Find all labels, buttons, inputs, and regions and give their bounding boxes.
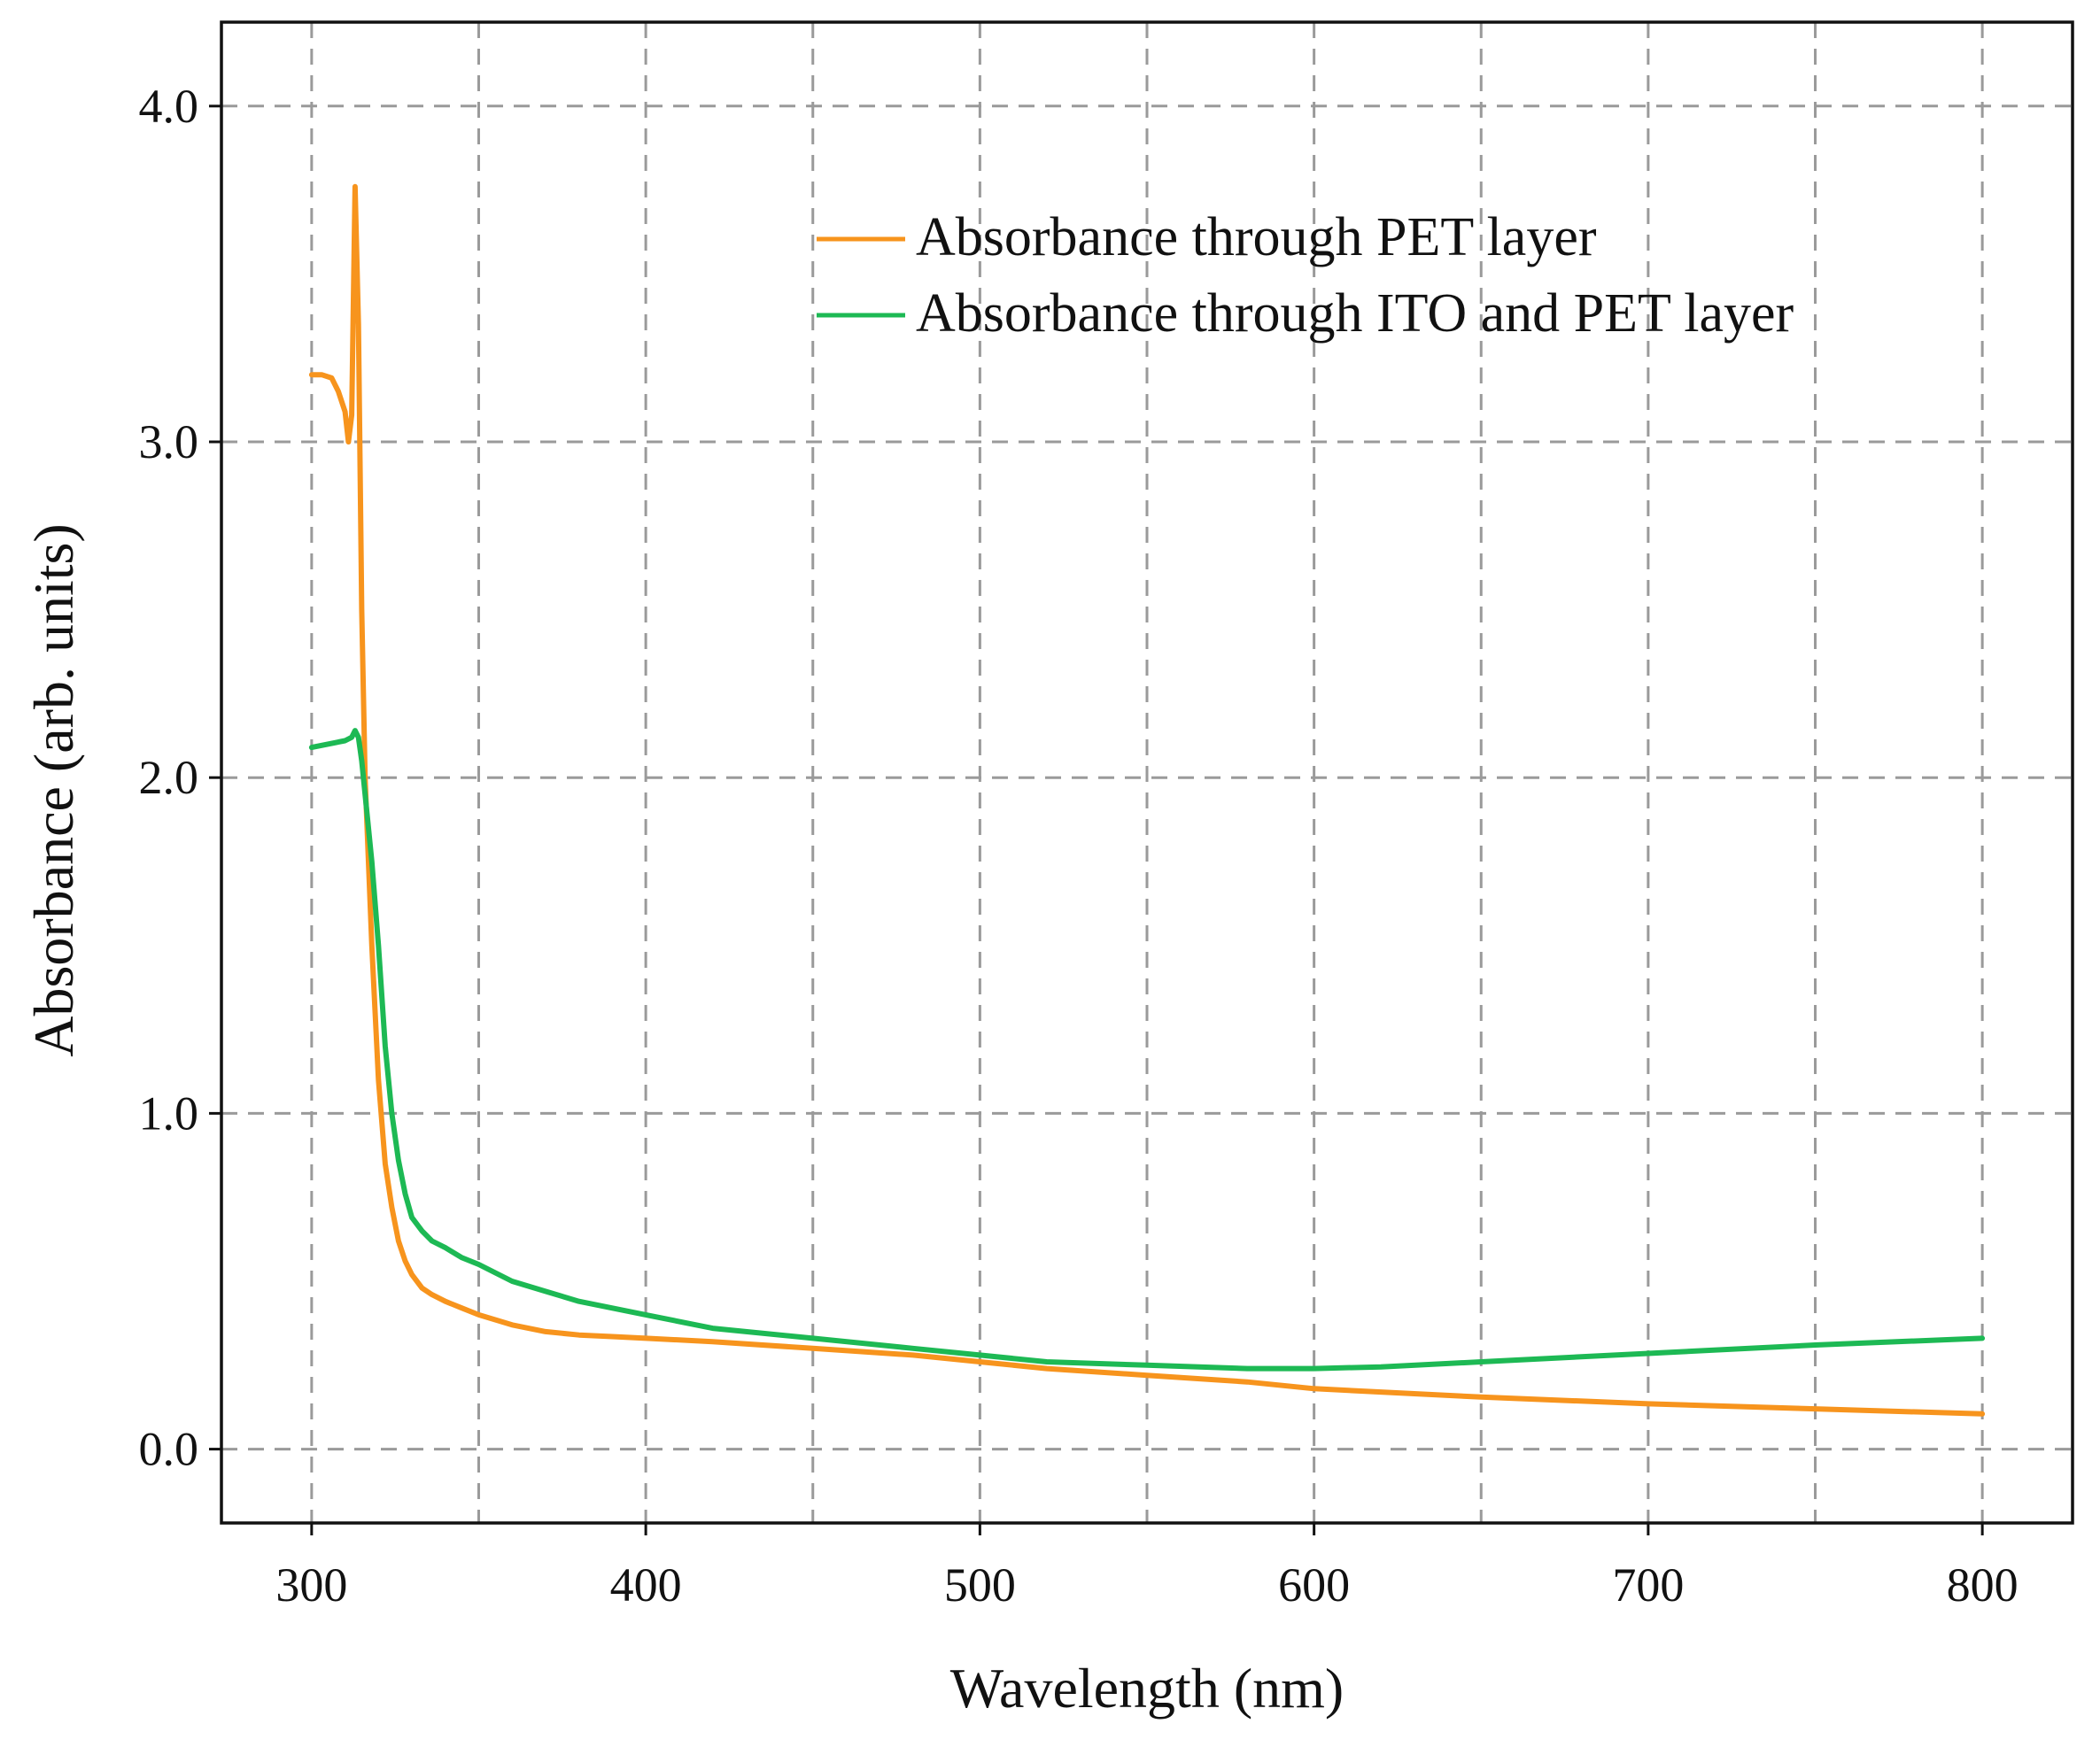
series-line-pet bbox=[308, 183, 1986, 1417]
x-tick-labels: 300 400 500 600 700 800 bbox=[275, 1558, 2018, 1612]
y-tick-labels: 0.0 1.0 2.0 3.0 4.0 bbox=[139, 80, 199, 1476]
y-tick-label-4: 4.0 bbox=[139, 80, 199, 133]
x-tick-label-400: 400 bbox=[610, 1558, 682, 1612]
x-tick-label-300: 300 bbox=[275, 1558, 347, 1612]
x-axis-title: Wavelength (nm) bbox=[950, 1657, 1344, 1720]
x-tick-label-700: 700 bbox=[1612, 1558, 1684, 1612]
plot-frame bbox=[220, 20, 2074, 1525]
legend: Absorbance through PET layer Absorbance … bbox=[817, 207, 1794, 344]
y-tick-label-0: 0.0 bbox=[139, 1423, 199, 1476]
series-line-ito-pet bbox=[308, 728, 1986, 1372]
y-tick-label-3: 3.0 bbox=[139, 415, 199, 468]
y-tick-label-1: 1.0 bbox=[139, 1086, 199, 1140]
x-tick-label-500: 500 bbox=[944, 1558, 1016, 1612]
series-layer bbox=[308, 183, 1986, 1417]
y-tick-label-2: 2.0 bbox=[139, 751, 199, 804]
tick-layer bbox=[209, 104, 1984, 1535]
legend-label-ito-pet: Absorbance through ITO and PET layer bbox=[916, 283, 1794, 344]
x-tick-label-800: 800 bbox=[1947, 1558, 2019, 1612]
x-tick-label-600: 600 bbox=[1278, 1558, 1350, 1612]
grid-layer bbox=[221, 22, 2073, 1523]
legend-label-pet: Absorbance through PET layer bbox=[916, 207, 1597, 267]
y-axis-title: Absorbance (arb. units) bbox=[22, 523, 85, 1056]
